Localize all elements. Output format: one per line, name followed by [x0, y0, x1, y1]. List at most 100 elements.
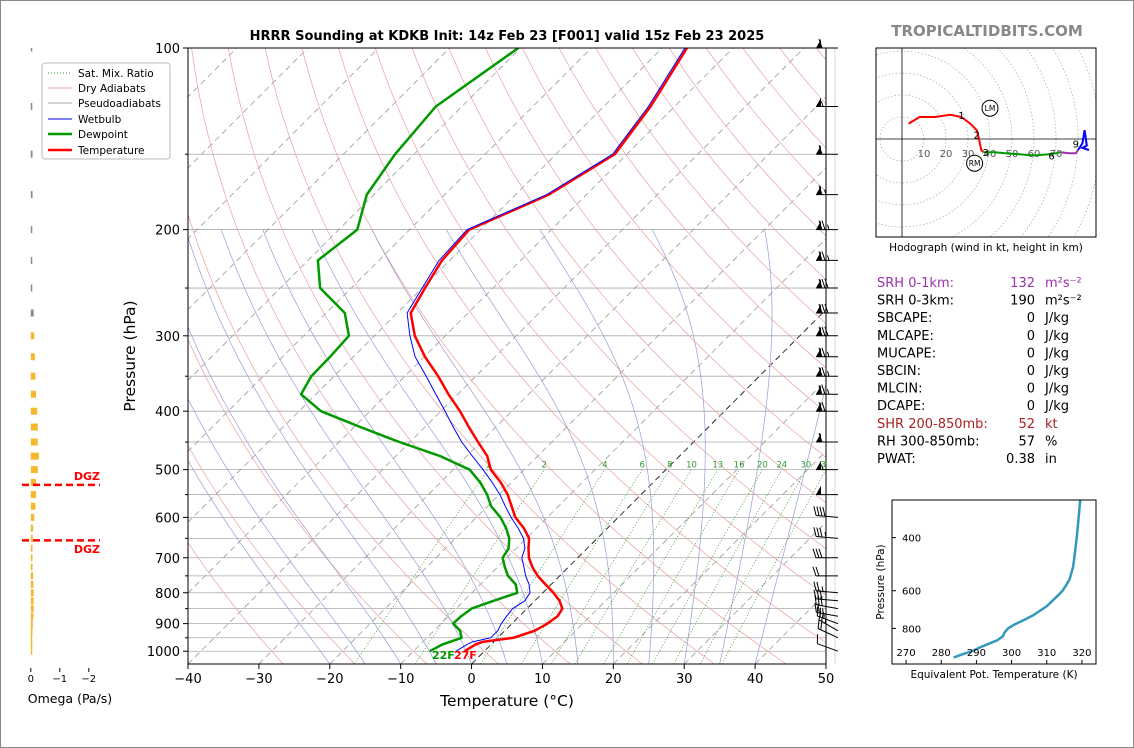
mixing-ratio-label: 20: [757, 461, 768, 471]
isotherm: [258, 96, 826, 664]
skewt-background-grid: 1 2 4 6 8 10 13 16 20 24 30 36: [188, 48, 831, 664]
x-tick-label: 50: [818, 672, 835, 687]
x-tick-label: −20: [316, 672, 343, 687]
barb-flag: [818, 402, 823, 412]
x-tick-label: 20: [605, 672, 622, 687]
surface-labels: 22F 27F: [432, 649, 477, 662]
barb-flag: [815, 548, 820, 558]
barb-staff: [817, 628, 839, 639]
isotherm: [188, 48, 592, 452]
omega-bar: [30, 620, 33, 628]
dry-adiabat: [595, 48, 826, 324]
barb-flag: [821, 347, 826, 357]
stats-table: SRH 0-1km: 132 m²s⁻² SRH 0-3km: 190 m²s⁻² SBCA…: [877, 276, 1082, 467]
omega-bar: [30, 634, 33, 642]
legend-label-dry-adiabats: Dry Adiabats: [78, 83, 146, 95]
stat-label: SBCAPE:: [877, 311, 932, 326]
omega-bar: [30, 647, 33, 655]
storm-motion-label: RM: [969, 159, 981, 168]
y-tick-label: 800: [155, 587, 180, 602]
stat-label: MUCAPE:: [877, 346, 936, 361]
hodograph-height-label: 3: [982, 148, 988, 159]
wind-barb: [816, 385, 838, 395]
stat-value: 132: [1010, 276, 1035, 291]
legend-label-wetbulb: Wetbulb: [78, 114, 122, 126]
hodograph-ring-label: 30: [962, 149, 975, 160]
omega-bar: [30, 641, 33, 649]
moist-adiabat: [188, 236, 437, 664]
stat-unit: %: [1045, 434, 1057, 449]
hodograph-height-label: 1: [958, 111, 964, 122]
dgz-label-bottom: DGZ: [74, 543, 100, 556]
wind-barb: [814, 595, 839, 610]
moist-adiabat: [445, 229, 614, 664]
skewt-axis-ticks: −40 −30 −20 −10 0 10 20 30 40 50 100 200 300 400 500 60…: [147, 42, 834, 687]
barb-staff: [816, 598, 839, 602]
mixing-ratio-label: 36: [820, 461, 831, 471]
wind-barb: [816, 145, 838, 155]
barb-flag: [821, 251, 826, 261]
omega-bar: [30, 524, 34, 532]
legend-box: [41, 62, 171, 160]
barb-flag: [821, 326, 826, 336]
y-tick-label: 900: [155, 618, 180, 633]
barb-flag: [821, 367, 826, 377]
omega-bar: [30, 423, 38, 431]
hodograph-segment: [1060, 149, 1079, 155]
barb-flag: [818, 367, 823, 377]
moist-adiabat: [188, 459, 331, 664]
omega-bar: [30, 150, 33, 158]
theta-e-xtick-label: 290: [967, 648, 986, 659]
barb-flag: [821, 220, 826, 230]
barb-flag: [818, 303, 823, 314]
chart-title: HRRR Sounding at KDKB Init: 14z Feb 23 […: [250, 29, 765, 44]
omega-bar: [30, 353, 35, 361]
theta-e-xtick-label: 310: [1037, 648, 1056, 659]
barb-flag: [819, 506, 823, 517]
mixing-ratio-line: [521, 469, 643, 664]
mixing-ratio-label: 30: [800, 461, 811, 471]
barb-half: [824, 532, 827, 538]
omega-bar: [30, 226, 33, 234]
omega-tick-label: 0: [28, 674, 34, 685]
y-tick-label: 500: [155, 464, 180, 479]
omega-bar: [30, 534, 33, 542]
barb-flag: [818, 278, 823, 289]
stat-label: DCAPE:: [877, 399, 925, 414]
wind-barb: [816, 367, 838, 377]
stat-unit: J/kg: [1044, 311, 1069, 326]
barb-staff: [816, 611, 839, 617]
wind-barb: [813, 506, 839, 518]
barb-flag: [813, 506, 817, 516]
omega-bar: [30, 407, 38, 415]
mixing-ratio-label: 4: [602, 461, 607, 471]
barb-staff: [816, 514, 839, 518]
omega-bar: [30, 544, 33, 552]
stat-label: RH 300-850mb:: [877, 434, 980, 449]
wind-barb: [816, 97, 838, 107]
x-tick-label: 10: [534, 672, 551, 687]
stat-unit: J/kg: [1044, 382, 1069, 397]
theta-e-ytick-label: 400: [902, 534, 921, 545]
storm-motion-marker: [966, 154, 984, 172]
theta-e-xtick-label: 270: [897, 648, 916, 659]
omega-bar: [30, 589, 34, 597]
omega-bar: [30, 563, 33, 571]
barb-staff: [816, 535, 839, 539]
moist-adiabat: [539, 229, 655, 664]
omega-bar: [30, 627, 33, 635]
stat-value: 0: [1027, 311, 1035, 326]
dry-adiabat: [485, 48, 826, 458]
mixing-ratio-line: [673, 469, 783, 664]
theta-e-line: [953, 499, 1082, 659]
theta-e-xtick-label: 320: [1072, 648, 1091, 659]
omega-bar: [30, 466, 38, 474]
stat-label: SRH 0-3km:: [877, 294, 954, 309]
surface-dewpoint-label: 22F: [432, 649, 455, 662]
barb-flag: [819, 527, 823, 538]
barb-flag: [818, 185, 823, 195]
stat-label: MLCAPE:: [877, 329, 934, 344]
stat-value: 0: [1027, 382, 1035, 397]
